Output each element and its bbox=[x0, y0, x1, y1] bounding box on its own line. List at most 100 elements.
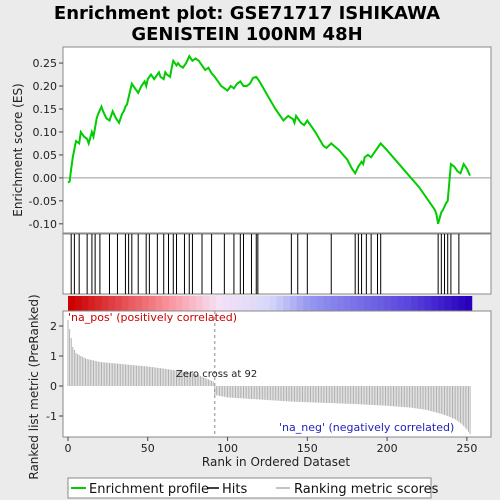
plot-title-line-2: GENISTEIN 100NM 48H bbox=[131, 24, 362, 45]
hits-panel bbox=[62, 233, 492, 295]
ranking-y-tick-label: 1 bbox=[50, 350, 57, 363]
color-bar-segment bbox=[458, 296, 466, 311]
ranking-x-tick-label: 0 bbox=[65, 442, 72, 455]
color-bar-segment bbox=[438, 296, 446, 311]
color-bar-segment bbox=[195, 296, 204, 311]
color-bar-segment bbox=[68, 296, 76, 311]
color-bar-segment bbox=[357, 296, 365, 311]
es-y-tick-label: 0.10 bbox=[33, 126, 58, 139]
color-bar-segment bbox=[384, 296, 392, 311]
es-panel bbox=[62, 46, 492, 234]
es-y-tick-label: -0.10 bbox=[29, 218, 57, 231]
ranking-y-tick-label: 0 bbox=[50, 380, 57, 393]
legend-hits-label: Hits bbox=[222, 482, 247, 497]
color-bar-segment bbox=[451, 296, 459, 311]
legend-ranking-label: Ranking metric scores bbox=[294, 482, 439, 497]
color-bar-segment bbox=[88, 296, 96, 311]
ranking-y-ticks: -1 0 1 2 bbox=[46, 320, 63, 423]
ranking-x-tick-label: 250 bbox=[456, 442, 477, 455]
color-bar-segment bbox=[236, 296, 244, 311]
negative-correlation-label: 'na_neg' (negatively correlated) bbox=[279, 421, 454, 434]
zero-cross-label: Zero cross at 92 bbox=[176, 369, 257, 380]
ranking-x-tick-label: 200 bbox=[377, 442, 398, 455]
color-bar-segment bbox=[444, 296, 453, 311]
color-bar-segment bbox=[370, 296, 379, 311]
color-bar-segment bbox=[377, 296, 385, 311]
es-y-tick-label: 0.00 bbox=[33, 172, 58, 185]
color-bar-segment bbox=[296, 296, 305, 311]
legend-box bbox=[67, 477, 432, 499]
color-bar-segment bbox=[364, 296, 372, 311]
color-bar-segment bbox=[256, 296, 264, 311]
ranking-x-tick-label: 50 bbox=[141, 442, 155, 455]
es-y-tick-label: 0.15 bbox=[33, 103, 58, 116]
color-bar-segment bbox=[337, 296, 345, 311]
color-bar-segment bbox=[155, 296, 163, 311]
color-bar-segment bbox=[121, 296, 130, 311]
ranking-x-tick-label: 100 bbox=[217, 442, 238, 455]
ranking-panel bbox=[62, 310, 492, 438]
color-bar-segment bbox=[189, 296, 197, 311]
ranking-y-axis-label: Ranked list metric (PreRanked) bbox=[27, 294, 41, 479]
color-bar-segment bbox=[128, 296, 136, 311]
color-bar-segment bbox=[108, 296, 116, 311]
color-bar-segment bbox=[229, 296, 237, 311]
color-bar-segment bbox=[148, 296, 157, 311]
rank-color-bar bbox=[68, 296, 473, 311]
color-bar-segment bbox=[303, 296, 311, 311]
color-bar-segment bbox=[168, 296, 177, 311]
color-bar-segment bbox=[162, 296, 170, 311]
enrichment-profile-line bbox=[67, 54, 471, 225]
es-y-tick-label: 0.05 bbox=[33, 149, 58, 162]
color-bar-segment bbox=[343, 296, 352, 311]
positive-correlation-label: 'na_pos' (positively correlated) bbox=[68, 311, 237, 324]
color-bar-segment bbox=[390, 296, 399, 311]
color-bar-segment bbox=[249, 296, 257, 311]
es-y-axis-label: Enrichment score (ES) bbox=[11, 83, 25, 216]
color-bar-segment bbox=[290, 296, 298, 311]
ranking-y-tick-label: 2 bbox=[50, 320, 57, 333]
color-bar-segment bbox=[222, 296, 231, 311]
ranking-metric-bars bbox=[67, 320, 471, 434]
color-bar-segment bbox=[242, 296, 251, 311]
color-bar-segment bbox=[101, 296, 109, 311]
color-bar-segment bbox=[283, 296, 291, 311]
color-bar-segment bbox=[142, 296, 150, 311]
color-bar-segment bbox=[397, 296, 405, 311]
color-bar-segment bbox=[81, 296, 89, 311]
color-bar-segment bbox=[424, 296, 432, 311]
color-bar-segment bbox=[135, 296, 143, 311]
es-y-tick-label: 0.20 bbox=[33, 80, 58, 93]
color-bar-segment bbox=[350, 296, 358, 311]
es-y-tick-label: 0.25 bbox=[33, 57, 58, 70]
color-bar-segment bbox=[411, 296, 419, 311]
color-bar-segment bbox=[202, 296, 210, 311]
ranking-x-tick-label: 150 bbox=[297, 442, 318, 455]
color-bar-segment bbox=[330, 296, 338, 311]
color-bar-segment bbox=[323, 296, 331, 311]
color-bar-segment bbox=[276, 296, 284, 311]
color-bar-segment bbox=[269, 296, 278, 311]
es-y-tick-label: -0.05 bbox=[29, 195, 57, 208]
color-bar-segment bbox=[404, 296, 412, 311]
color-bar-segment bbox=[310, 296, 318, 311]
color-bar-segment bbox=[316, 296, 325, 311]
color-bar-segment bbox=[94, 296, 103, 311]
color-bar-segment bbox=[175, 296, 183, 311]
color-bar-segment bbox=[464, 296, 473, 311]
ranking-x-axis-label: Rank in Ordered Dataset bbox=[202, 455, 350, 469]
ranking-x-ticks: 0 50 100 150 200 250 bbox=[65, 437, 477, 455]
color-bar-segment bbox=[417, 296, 426, 311]
plot-title-line-1: Enrichment plot: GSE71717 ISHIKAWA bbox=[54, 3, 440, 24]
color-bar-segment bbox=[209, 296, 217, 311]
legend-enrichment-label: Enrichment profile bbox=[89, 482, 209, 497]
color-bar-segment bbox=[115, 296, 123, 311]
color-bar-segment bbox=[431, 296, 439, 311]
color-bar-segment bbox=[182, 296, 190, 311]
hits-marks bbox=[70, 234, 460, 294]
color-bar-segment bbox=[263, 296, 271, 311]
color-bar-segment bbox=[74, 296, 83, 311]
es-y-ticks: -0.10 -0.05 0.00 0.05 0.10 0.15 0.20 0.25 bbox=[29, 57, 63, 231]
ranking-y-tick-label: -1 bbox=[46, 410, 57, 423]
